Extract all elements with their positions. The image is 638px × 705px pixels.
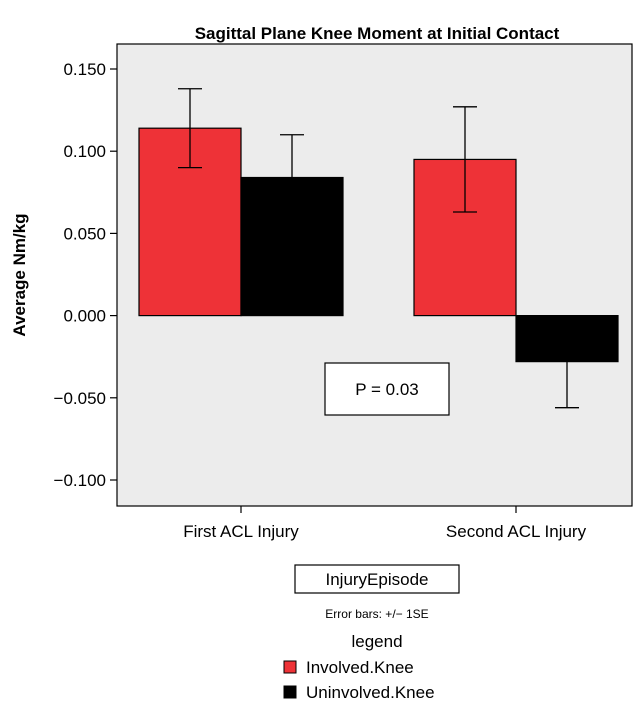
legend-title: legend — [351, 632, 402, 651]
y-tick-label: 0.050 — [63, 224, 106, 243]
y-axis: 0.150 0.100 0.050 0.000 −0.050 −0.100 — [54, 60, 117, 490]
x-axis: First ACL Injury Second ACL Injury — [183, 506, 587, 541]
x-axis-title: InjuryEpisode — [325, 570, 428, 589]
y-tick-label: 0.000 — [63, 307, 106, 326]
legend-swatch-uninvolved — [283, 685, 297, 699]
y-axis-label: Average Nm/kg — [10, 213, 29, 336]
legend-label-involved: Involved.Knee — [306, 658, 414, 677]
legend-swatch-involved — [283, 660, 297, 674]
legend: Involved.Knee Uninvolved.Knee — [283, 658, 435, 702]
x-tick-label: Second ACL Injury — [446, 522, 587, 541]
legend-label-uninvolved: Uninvolved.Knee — [306, 683, 435, 702]
y-tick-label: −0.100 — [54, 471, 106, 490]
chart-title: Sagittal Plane Knee Moment at Initial Co… — [195, 24, 560, 43]
error-bar-note: Error bars: +/− 1SE — [325, 607, 428, 621]
x-tick-label: First ACL Injury — [183, 522, 299, 541]
x-axis-title-box — [294, 564, 460, 594]
error-bars — [178, 88, 579, 409]
y-tick-label: 0.150 — [63, 60, 106, 79]
p-value-annotation: P = 0.03 — [355, 380, 419, 399]
y-tick-label: −0.050 — [54, 389, 106, 408]
annotation-box — [324, 362, 450, 416]
y-tick-label: 0.100 — [63, 142, 106, 161]
